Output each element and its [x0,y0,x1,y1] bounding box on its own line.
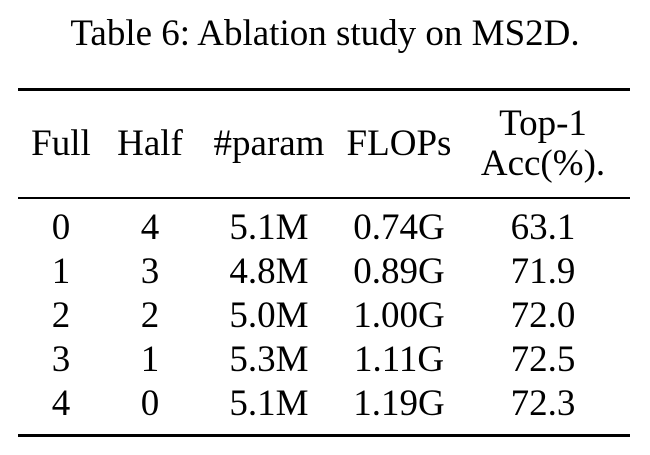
header-param: #param [213,123,325,164]
cell-full: 4 [51,383,71,424]
header-row: Full Half #param FLOPs Top-1 Acc(%). [18,96,630,192]
table-row: 2 2 5.0M 1.00G 72.0 [18,294,630,338]
table-header: Full Half #param FLOPs Top-1 Acc(%). [18,96,630,192]
bottom-rule [18,434,630,437]
cell-flops: 1.00G [353,295,445,336]
table-body: 0 4 5.1M 0.74G 63.1 1 3 4.8M 0.89G 71.9 … [18,206,630,426]
header-half: Half [117,123,183,164]
cell-param: 5.0M [229,295,309,336]
header-acc: Top-1 Acc(%). [456,96,630,192]
cell-flops: 1.19G [353,383,445,424]
cell-full: 0 [51,207,71,248]
cell-flops: 0.89G [353,251,445,292]
table-row: 1 3 4.8M 0.89G 71.9 [18,250,630,294]
cell-full: 3 [51,339,71,380]
header-acc-line1: Top-1 [499,103,587,144]
cell-param: 5.3M [229,339,309,380]
cell-half: 4 [140,207,160,248]
cell-param: 5.1M [229,207,309,248]
cell-half: 1 [140,339,160,380]
cell-half: 2 [140,295,160,336]
table-caption: Table 6: Ablation study on MS2D. [70,13,580,54]
cell-half: 0 [140,383,160,424]
cell-param: 4.8M [229,251,309,292]
cell-acc: 71.9 [510,251,576,292]
top-rule [18,88,630,91]
cell-full: 1 [51,251,71,292]
mid-rule [18,197,630,199]
cell-param: 5.1M [229,383,309,424]
cell-acc: 72.3 [510,383,576,424]
cell-full: 2 [51,295,71,336]
cell-half: 3 [140,251,160,292]
header-flops: FLOPs [346,123,452,164]
cell-acc: 63.1 [510,207,576,248]
header-acc-line2: Acc(%). [480,143,606,184]
cell-flops: 1.11G [353,339,445,380]
cell-flops: 0.74G [353,207,445,248]
cell-acc: 72.0 [510,295,576,336]
table-row: 3 1 5.3M 1.11G 72.5 [18,338,630,382]
cell-acc: 72.5 [510,339,576,380]
table-row: 4 0 5.1M 1.19G 72.3 [18,382,630,426]
table-row: 0 4 5.1M 0.74G 63.1 [18,206,630,250]
header-full: Full [31,123,91,164]
